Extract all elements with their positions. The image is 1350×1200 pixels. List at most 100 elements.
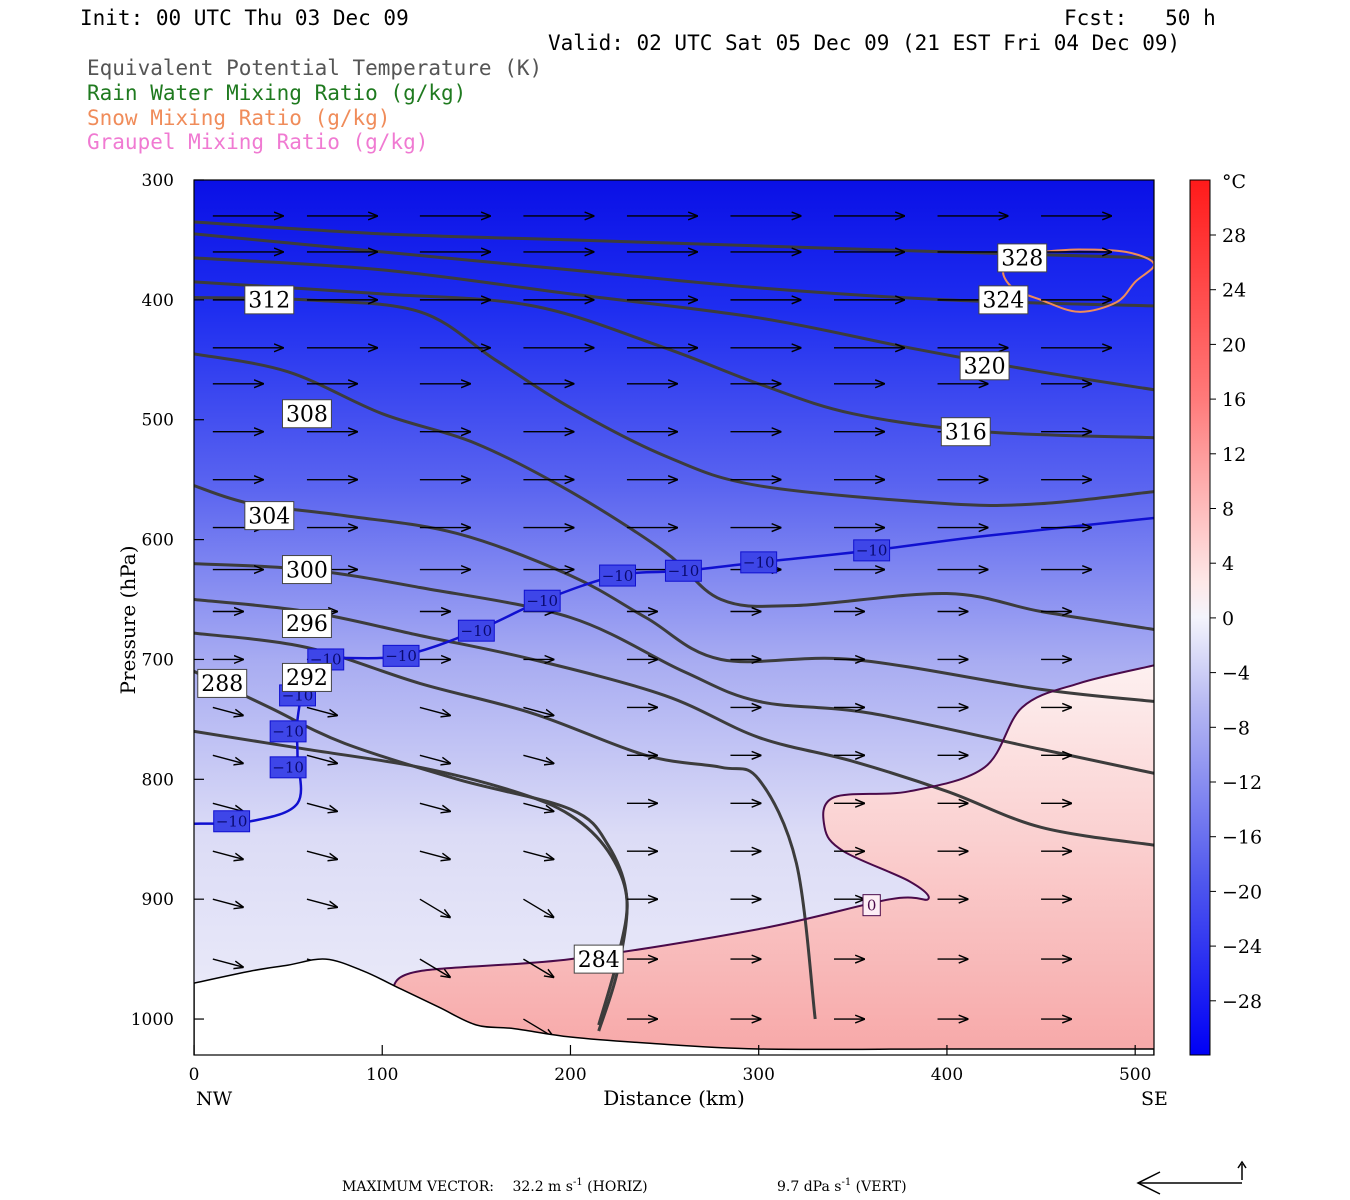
wind-vector [419, 850, 450, 859]
colorbar-tick-label: 20 [1222, 334, 1246, 356]
isotherm-label-text: −10 [668, 562, 700, 580]
max-vector-caption: MAXIMUM VECTOR: 32.2 m s-1 (HORIZ) [342, 1177, 648, 1195]
theta-e-label-text: 292 [286, 666, 328, 691]
wind-vector [419, 754, 450, 763]
theta-e-label-box [281, 399, 332, 429]
colorbar-tick-label: −24 [1222, 936, 1262, 958]
colorbar-tick-label: 12 [1222, 444, 1246, 466]
x-tick-label: 300 [742, 1065, 774, 1085]
isotherm-label-box [862, 894, 881, 917]
isotherm-label-text: −10 [526, 592, 558, 610]
colorbar-unit: °C [1222, 171, 1246, 193]
isotherm-label: −10 [213, 810, 251, 833]
x-axis-right-end: SE [1141, 1088, 1168, 1110]
theta-e-contour-312 [194, 296, 1154, 507]
colorbar-tick-label: −8 [1222, 717, 1250, 739]
theta-e-contour-300 [194, 562, 1154, 775]
colorbar-tick-label: 24 [1222, 280, 1246, 302]
isotherm-label-box [599, 564, 636, 587]
wind-vector [212, 802, 243, 811]
theta-e-label-box [281, 608, 332, 638]
theta-e-label: 320 [959, 351, 1010, 381]
forecast-hour: Fcst: 50 h [1064, 6, 1216, 30]
isotherm-label: −10 [853, 539, 891, 562]
legend-item-snow: Snow Mixing Ratio (g/kg) [87, 106, 391, 130]
y-axis-label: Pressure (hPa) [116, 546, 140, 695]
theta-e-label-box [978, 285, 1029, 315]
isotherm-label-box [213, 810, 251, 833]
legend-item-rain: Rain Water Mixing Ratio (g/kg) [87, 81, 467, 105]
isotherm-label-text: 0 [867, 896, 877, 914]
isotherm-label-box [664, 559, 702, 582]
init-time: Init: 00 UTC Thu 03 Dec 09 [80, 6, 409, 30]
theta-e-label-box [959, 351, 1010, 381]
isotherm-label: −10 [382, 644, 420, 667]
y-tick-label: 1000 [131, 1010, 174, 1030]
colorbar-tick-label: 8 [1222, 499, 1234, 521]
x-tick-label: 200 [554, 1065, 586, 1085]
colorbar-tick-label: 28 [1222, 225, 1246, 247]
terrain-mask [194, 958, 1154, 1055]
y-tick-label: 500 [142, 411, 174, 431]
isotherm-label-box [853, 539, 891, 562]
wind-vector [523, 898, 553, 917]
isotherm-label-text: −10 [216, 813, 248, 831]
isotherm-label: −10 [740, 551, 778, 574]
theta-e-label-text: 296 [286, 612, 328, 637]
x-tick-label: 500 [1119, 1065, 1151, 1085]
wind-vector [212, 754, 243, 763]
wind-vector [306, 754, 337, 763]
wind-vector [419, 802, 450, 811]
isotherm-label-box [269, 756, 307, 779]
isotherm-label-box [382, 644, 420, 667]
theta-e-label: 328 [997, 243, 1048, 273]
isotherm-label-text: −10 [272, 723, 304, 741]
horiz-value: 32.2 m s [512, 1179, 573, 1195]
y-tick-label: 300 [142, 171, 174, 191]
vert-suffix: (VERT) [851, 1179, 906, 1195]
wind-vector [306, 802, 337, 811]
isotherm-label-text: −10 [461, 622, 493, 640]
theta-e-label-box [573, 944, 624, 974]
horiz-exp: -1 [573, 1177, 583, 1188]
theta-e-label-text: 312 [248, 289, 290, 314]
theta-e-contour-296 [194, 598, 1154, 847]
colorbar-tick-label: −20 [1222, 881, 1262, 903]
max-vector-vert-caption: 9.7 dPa s-1 (VERT) [777, 1177, 907, 1195]
theta-e-label-text: 308 [286, 402, 328, 427]
colorbar [1189, 179, 1211, 1056]
y-tick-label: 400 [142, 291, 174, 311]
vert-value: 9.7 dPa s [777, 1179, 841, 1195]
x-tick-label: 400 [931, 1065, 963, 1085]
theta-e-label-box [244, 501, 295, 531]
reference-vector-icon [1136, 1160, 1247, 1195]
isotherm-label-text: −10 [602, 567, 634, 585]
plot-frame [193, 179, 1155, 1056]
wind-vector [212, 958, 243, 967]
isotherm-label: 0 [862, 894, 881, 917]
isotherm-label: −10 [599, 564, 636, 587]
y-tick-label: 900 [142, 890, 174, 910]
theta-e-label-box [281, 555, 332, 585]
horiz-suffix: (HORIZ) [583, 1179, 648, 1195]
theta-e-contour-320 [194, 256, 1154, 392]
isotherm-label: −10 [457, 619, 495, 642]
wind-vector [419, 958, 450, 977]
wind-vector [212, 898, 243, 907]
isotherm-label: −10 [664, 559, 702, 582]
wind-vector [523, 850, 553, 859]
colorbar-tick-label: 0 [1222, 608, 1234, 630]
theta-e-label: 312 [244, 285, 295, 315]
x-axis-label: Distance (km) [603, 1086, 745, 1110]
wind-vector [212, 850, 243, 859]
colorbar-tick-label: −12 [1222, 772, 1262, 794]
isotherm-label-text: −10 [743, 554, 775, 572]
x-axis-left-end: NW [196, 1088, 233, 1110]
wind-vector [523, 754, 553, 763]
colorbar-tick-label: −28 [1222, 991, 1262, 1013]
theta-e-label-box [940, 417, 991, 447]
x-tick-label: 0 [189, 1065, 200, 1085]
legend-item-graupel: Graupel Mixing Ratio (g/kg) [87, 130, 429, 154]
isotherm-label: −10 [269, 756, 307, 779]
